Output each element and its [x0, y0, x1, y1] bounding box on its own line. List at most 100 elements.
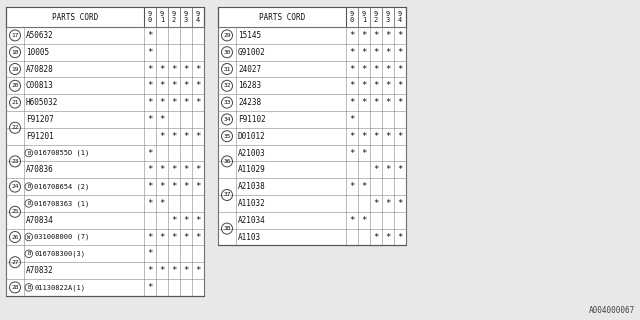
Text: *: * [159, 182, 164, 191]
Text: *: * [172, 216, 177, 225]
Text: *: * [349, 132, 355, 141]
Text: *: * [159, 199, 164, 208]
Text: B: B [27, 251, 31, 256]
Text: B: B [27, 150, 31, 156]
Text: A1103: A1103 [238, 233, 261, 242]
Text: 9
4: 9 4 [196, 11, 200, 23]
Text: *: * [195, 165, 201, 174]
Text: *: * [397, 65, 403, 74]
Text: A50632: A50632 [26, 31, 54, 40]
Text: G91002: G91002 [238, 48, 266, 57]
Text: 9
2: 9 2 [374, 11, 378, 23]
Text: *: * [159, 233, 164, 242]
Text: *: * [397, 165, 403, 174]
Text: *: * [397, 233, 403, 242]
Text: *: * [373, 31, 379, 40]
Text: B: B [27, 201, 31, 206]
Text: *: * [385, 81, 390, 90]
Text: 31: 31 [223, 67, 231, 71]
Text: 24: 24 [12, 184, 19, 189]
Text: *: * [373, 98, 379, 107]
Text: *: * [159, 81, 164, 90]
Text: C00813: C00813 [26, 81, 54, 90]
Text: *: * [373, 81, 379, 90]
Text: *: * [349, 48, 355, 57]
Text: *: * [362, 98, 367, 107]
Text: *: * [397, 199, 403, 208]
Text: *: * [397, 81, 403, 90]
Text: *: * [147, 266, 153, 275]
Text: *: * [159, 65, 164, 74]
Text: 27: 27 [12, 260, 19, 265]
Text: F91207: F91207 [26, 115, 54, 124]
Text: A21003: A21003 [238, 148, 266, 157]
Text: *: * [183, 266, 189, 275]
Text: *: * [159, 165, 164, 174]
Text: *: * [373, 233, 379, 242]
Text: *: * [397, 31, 403, 40]
Text: 17: 17 [12, 33, 19, 38]
Text: *: * [385, 165, 390, 174]
Text: 016708654 (2): 016708654 (2) [34, 183, 90, 190]
Text: *: * [147, 199, 153, 208]
Text: *: * [183, 216, 189, 225]
Text: 9
1: 9 1 [160, 11, 164, 23]
Text: 9
0: 9 0 [148, 11, 152, 23]
Text: 21: 21 [12, 100, 19, 105]
Text: *: * [195, 266, 201, 275]
Text: *: * [183, 233, 189, 242]
Text: A70832: A70832 [26, 266, 54, 275]
Text: *: * [172, 182, 177, 191]
Text: *: * [172, 233, 177, 242]
Text: *: * [147, 81, 153, 90]
Text: *: * [195, 216, 201, 225]
Text: 9
0: 9 0 [350, 11, 354, 23]
Text: *: * [147, 182, 153, 191]
Text: *: * [349, 81, 355, 90]
Text: A11029: A11029 [238, 165, 266, 174]
Text: PARTS CORD: PARTS CORD [259, 12, 305, 21]
Text: 38: 38 [223, 226, 231, 231]
Text: *: * [385, 199, 390, 208]
Text: *: * [362, 182, 367, 191]
Text: *: * [159, 132, 164, 141]
Text: *: * [362, 216, 367, 225]
Text: *: * [362, 148, 367, 157]
Text: 35: 35 [223, 134, 231, 139]
Text: *: * [147, 233, 153, 242]
Text: A21038: A21038 [238, 182, 266, 191]
Text: *: * [183, 132, 189, 141]
Text: *: * [147, 165, 153, 174]
Text: *: * [195, 81, 201, 90]
Bar [218, 7, 406, 245]
Text: PARTS CORD: PARTS CORD [52, 12, 98, 21]
Text: *: * [385, 65, 390, 74]
Text: *: * [349, 148, 355, 157]
Text: *: * [373, 65, 379, 74]
Text: 33: 33 [223, 100, 231, 105]
Text: 34: 34 [223, 117, 231, 122]
Text: 36: 36 [223, 159, 231, 164]
Text: 24027: 24027 [238, 65, 261, 74]
Text: 25: 25 [12, 209, 19, 214]
Text: 18: 18 [12, 50, 19, 55]
Text: A21034: A21034 [238, 216, 266, 225]
Text: *: * [349, 182, 355, 191]
Text: 9
3: 9 3 [386, 11, 390, 23]
Text: *: * [349, 115, 355, 124]
Text: *: * [373, 132, 379, 141]
Text: *: * [362, 132, 367, 141]
Text: 20: 20 [12, 83, 19, 88]
Text: 30: 30 [223, 50, 231, 55]
Text: *: * [147, 148, 153, 157]
Text: *: * [195, 65, 201, 74]
Text: 24238: 24238 [238, 98, 261, 107]
Text: *: * [183, 65, 189, 74]
Text: *: * [397, 98, 403, 107]
Bar [6, 7, 204, 296]
Text: 23: 23 [12, 159, 19, 164]
Text: W: W [27, 235, 31, 239]
Text: 28: 28 [12, 285, 19, 290]
Text: *: * [172, 81, 177, 90]
Text: A004000067: A004000067 [589, 306, 635, 315]
